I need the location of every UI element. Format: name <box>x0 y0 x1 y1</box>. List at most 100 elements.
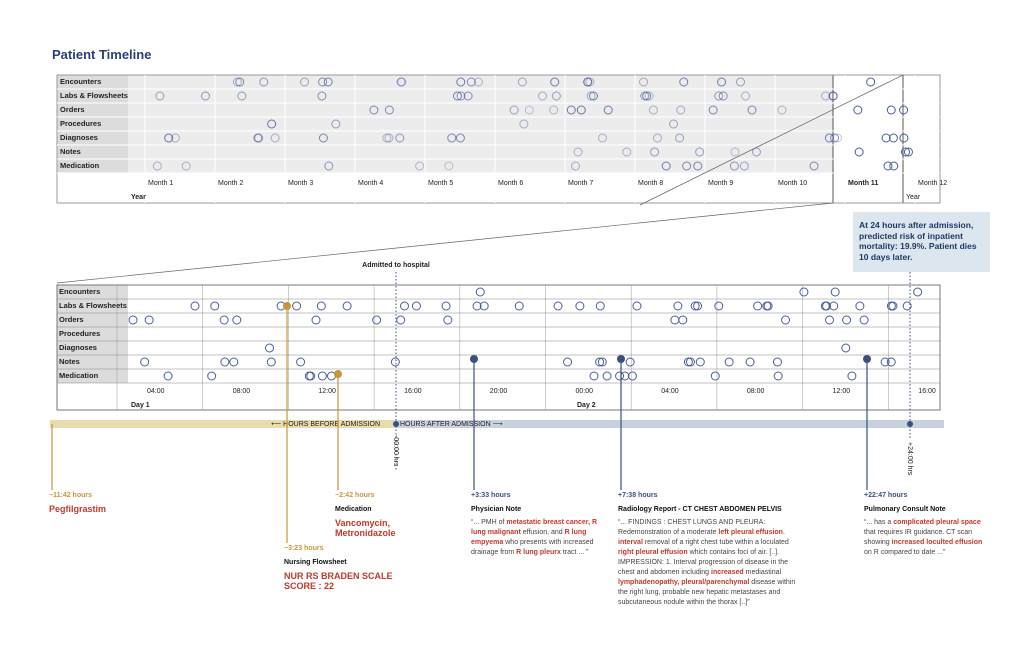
annotation-text: lymphadenopathy, pleural/parenchymal <box>618 579 750 586</box>
event-dot <box>880 357 890 367</box>
event-dot <box>772 357 782 367</box>
event-dot <box>443 315 453 325</box>
event-dot <box>296 357 306 367</box>
annotation-source: Physician Note <box>471 506 522 513</box>
event-dot <box>384 133 394 143</box>
event-dot <box>229 357 239 367</box>
annotation-body: “... FINDINGS : CHEST LUNGS AND PLEURA: … <box>618 518 803 608</box>
event-dot <box>514 301 524 311</box>
event-dot <box>854 147 864 157</box>
axis-label: ⟵ HOURS BEFORE ADMISSION <box>271 421 380 428</box>
event-dot <box>625 357 635 367</box>
event-dot <box>736 77 746 87</box>
annotation-text: metastatic breast cancer, R lung maligna… <box>471 519 598 536</box>
event-dot <box>615 371 625 381</box>
admission-label: Admitted to hospital <box>362 262 430 269</box>
event-dot <box>589 371 599 381</box>
event-dot <box>441 301 451 311</box>
event-dot <box>128 315 138 325</box>
event-dot <box>597 357 607 367</box>
row-label: Encounters <box>59 287 100 296</box>
event-dot <box>549 105 559 115</box>
event-dot <box>747 105 757 115</box>
callout: At 24 hours after admission, predicted r… <box>853 212 990 272</box>
event-dot <box>164 133 174 143</box>
annotation-source: Radiology Report - CT CHEST ABDOMEN PELV… <box>618 506 782 513</box>
event-dot <box>585 77 595 87</box>
event-dot <box>842 315 852 325</box>
event-dot <box>583 77 593 87</box>
event-dot <box>473 77 483 87</box>
title: Patient Timeline <box>52 47 152 62</box>
row-label: Diagnoses <box>59 343 97 352</box>
annotation-source: Medication <box>335 506 372 513</box>
label-column <box>57 285 128 383</box>
event-dot <box>763 301 773 311</box>
event-dot <box>886 301 896 311</box>
event-dot <box>718 91 728 101</box>
event-dot <box>235 77 245 87</box>
event-dot <box>553 301 563 311</box>
event-dot <box>739 161 749 171</box>
zoom-line <box>56 202 834 284</box>
event-dot <box>399 301 409 311</box>
admission-dot <box>393 421 399 427</box>
annotation-text: who presents with increased drainage fro… <box>471 539 594 556</box>
event-dot <box>575 301 585 311</box>
year-label: Year <box>906 194 921 201</box>
event-dot <box>382 133 392 143</box>
event-dot <box>207 371 217 381</box>
annotation-text: disease within the right lung, probable … <box>618 579 796 606</box>
event-dot <box>152 161 162 171</box>
event-dot <box>232 77 242 87</box>
event-dot <box>824 133 834 143</box>
event-dot <box>220 357 230 367</box>
event-dot <box>622 147 632 157</box>
event-dot <box>652 133 662 143</box>
event-dot <box>472 301 482 311</box>
annotation-text: Vancomycin, Metronidazole <box>335 518 396 538</box>
event-dot <box>573 147 583 157</box>
event-dot <box>318 77 328 87</box>
event-dot <box>466 77 476 87</box>
event-dot <box>822 301 832 311</box>
annotation-text: mediastinal <box>743 569 782 576</box>
month-label: Month 9 <box>708 180 733 187</box>
event-dot <box>809 161 819 171</box>
time-label: 20:00 <box>490 388 508 395</box>
event-dot <box>411 301 421 311</box>
event-dot <box>799 287 809 297</box>
event-dot <box>200 91 210 101</box>
annotation-source: Pulmonary Consult Note <box>864 506 946 513</box>
event-dot <box>311 315 321 325</box>
event-dot <box>318 133 328 143</box>
event-dot <box>317 91 327 101</box>
event-dot <box>342 301 352 311</box>
time-label: 08:00 <box>233 388 251 395</box>
annotation-text: left pleural effusion <box>718 529 783 536</box>
row-label: Labs & Flowsheets <box>59 301 127 310</box>
row-label: Notes <box>60 147 81 156</box>
annotation-body: NUR RS BRADEN SCALE SCORE : 22 <box>284 571 394 591</box>
event-dot <box>745 357 755 367</box>
row-label: Labs & Flowsheets <box>60 91 128 100</box>
event-dot <box>265 343 275 353</box>
event-dot <box>644 91 654 101</box>
annotation-text: right pleural effusion <box>618 549 688 556</box>
annotation-text: which contains foci of air. [..]. IMPRES… <box>618 549 789 576</box>
time-label: 04:00 <box>147 388 165 395</box>
event-dot <box>576 105 586 115</box>
event-dot <box>170 133 180 143</box>
annotation-text: on R compared to date ...” <box>864 549 946 556</box>
event-dot <box>883 161 893 171</box>
event-dot <box>821 91 831 101</box>
annotation-text: R lung empyema <box>471 529 587 546</box>
time-label: 16:00 <box>404 388 422 395</box>
time-label: 04:00 <box>661 388 679 395</box>
annotation-text: that requires IR guidance. CT scan showi… <box>864 529 973 546</box>
event-dot <box>708 105 718 115</box>
event-dot <box>551 91 561 101</box>
annotation-text: interval <box>618 539 643 546</box>
event-dot <box>395 133 405 143</box>
